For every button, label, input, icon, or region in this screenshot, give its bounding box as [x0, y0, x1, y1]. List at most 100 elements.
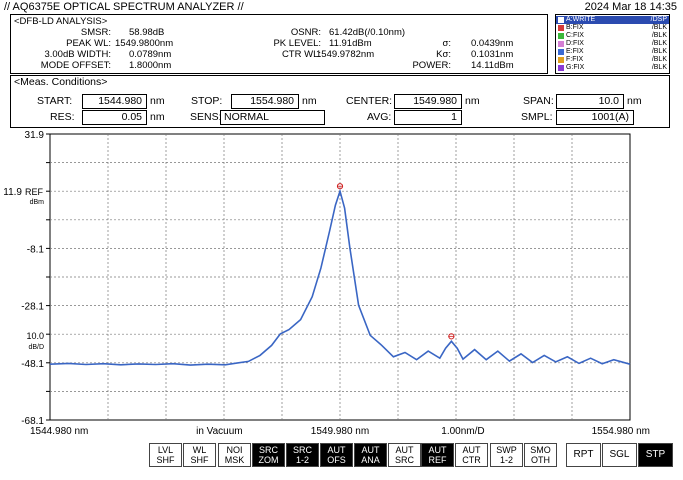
- osnr-label: OSNR:: [290, 27, 321, 38]
- center-field[interactable]: 1549.980: [394, 94, 462, 109]
- trace-color-swatch: [558, 33, 564, 39]
- peak-wl-value: 1549.9800nm: [115, 38, 174, 49]
- avg-field[interactable]: 1: [394, 110, 462, 125]
- softkey-button[interactable]: AUT ANA: [354, 443, 387, 467]
- trace-state: /BLK: [651, 56, 667, 63]
- trace-legend-row: C:FIX/BLK: [556, 32, 669, 40]
- softkey-button[interactable]: AUT SRC: [388, 443, 421, 467]
- mode-offset-value: 1.8000nm: [129, 60, 172, 71]
- res-field[interactable]: 0.05: [82, 110, 147, 125]
- y-tick-label: -28.1: [21, 302, 44, 313]
- date-time: 2024 Mar 18 14:35: [584, 1, 677, 13]
- y-tick-label: -68.1: [21, 416, 44, 427]
- trace-color-swatch: [558, 49, 564, 55]
- softkey-line-2: SHF: [190, 455, 209, 465]
- res-label: RES:: [50, 111, 75, 123]
- softkey-line-1: AUT: [327, 445, 346, 455]
- trace-color-swatch: [558, 41, 564, 47]
- osnr-value: 61.42dB(/0.10nm): [329, 27, 406, 38]
- trace-legend-row: B:FIX/BLK: [556, 24, 669, 32]
- start-unit: nm: [150, 95, 165, 107]
- x-scale-label: 1.00nm/D: [441, 426, 484, 437]
- y-tick-label: 11.9: [3, 187, 22, 198]
- softkey-button[interactable]: WL SHF: [183, 443, 216, 467]
- avg-label: AVG:: [367, 111, 392, 123]
- res-unit: nm: [150, 111, 165, 123]
- softkey-line-1: SWP: [496, 445, 517, 455]
- softkey-button[interactable]: LVL SHF: [149, 443, 182, 467]
- trace-state: /BLK: [651, 48, 667, 55]
- trace-name: F:FIX: [566, 56, 584, 63]
- start-field[interactable]: 1544.980: [82, 94, 147, 109]
- softkey-line-2: REF: [428, 455, 447, 465]
- sigma-label: σ:: [442, 38, 451, 49]
- power-value: 14.11dBm: [471, 60, 514, 71]
- x-medium-label: in Vacuum: [196, 426, 243, 437]
- k-sigma-label: Kσ:: [436, 49, 451, 60]
- softkey-button[interactable]: AUT CTR: [455, 443, 488, 467]
- softkey-button[interactable]: AUT REF: [421, 443, 454, 467]
- x-stop-label: 1554.980 nm: [592, 426, 650, 437]
- softkey-line-1: AUT: [395, 445, 414, 455]
- sweep-rpt-button[interactable]: RPT: [566, 443, 601, 467]
- span-field[interactable]: 10.0: [556, 94, 624, 109]
- smpl-label: SMPL:: [521, 111, 553, 123]
- softkey-button[interactable]: NOI MSK: [218, 443, 251, 467]
- ctr-wl-label: CTR WL:: [281, 49, 321, 60]
- trace-name: B:FIX: [566, 24, 584, 31]
- trace-name: G:FIX: [566, 64, 585, 71]
- start-label: START:: [37, 95, 73, 107]
- spectrum-graph[interactable]: 31.9 11.9 -8.1 -28.1 -48.1 -68.1 REF dBm 10.0 dB/…: [0, 128, 683, 443]
- stop-field[interactable]: 1554.980: [231, 94, 299, 109]
- y-tick-label: -8.1: [27, 244, 45, 255]
- center-unit: nm: [465, 95, 480, 107]
- softkey-line-2: MSK: [224, 455, 245, 465]
- softkey-line-2: OFS: [327, 455, 346, 465]
- analysis-header: <DFB-LD ANALYSIS>: [14, 16, 108, 27]
- trace-name: A:WRITE: [566, 16, 596, 23]
- conditions-header: <Meas. Conditions>: [14, 76, 108, 88]
- softkey-line-1: SRC: [258, 445, 278, 455]
- ctr-wl-value: 1549.9782nm: [316, 49, 375, 60]
- trace-state: /BLK: [651, 32, 667, 39]
- trace-legend: A:WRITE/DSP B:FIX/BLK C:FIX/BLK D:FIX/BLK E:…: [555, 14, 670, 74]
- trace-legend-row: G:FIX/BLK: [556, 64, 669, 72]
- sens-field[interactable]: NORMAL: [220, 110, 325, 125]
- meas-conditions-panel: <Meas. Conditions> START: 1544.980 nm ST…: [10, 75, 670, 128]
- span-unit: nm: [627, 95, 642, 107]
- trace-state: /BLK: [651, 24, 667, 31]
- trace-legend-row: E:FIX/BLK: [556, 48, 669, 56]
- power-label: POWER:: [412, 60, 451, 71]
- span-label: SPAN:: [523, 95, 554, 107]
- softkey-button[interactable]: SRC ZOM: [252, 443, 285, 467]
- sweep-stp-button[interactable]: STP: [638, 443, 673, 467]
- softkey-line-2: OTH: [531, 455, 550, 465]
- sens-label: SENS:: [190, 111, 222, 123]
- scale-unit: dB/D: [28, 344, 44, 351]
- softkey-line-2: 1-2: [295, 455, 309, 465]
- smsr-label: SMSR:: [80, 27, 111, 38]
- trace-color-swatch: [558, 57, 564, 63]
- x-start-label: 1544.980 nm: [30, 426, 88, 437]
- softkey-button[interactable]: AUT OFS: [320, 443, 353, 467]
- smpl-field[interactable]: 1001(A): [556, 110, 634, 125]
- y-tick-label: 31.9: [25, 130, 45, 141]
- trace-state: /BLK: [651, 64, 667, 71]
- ref-unit: dBm: [30, 199, 45, 206]
- sigma-value: 0.0439nm: [471, 38, 514, 49]
- trace-legend-row: D:FIX/BLK: [556, 40, 669, 48]
- trace-name: E:FIX: [566, 48, 584, 55]
- softkey-button[interactable]: SMO OTH: [524, 443, 557, 467]
- softkey-line-1: NOI: [226, 445, 243, 455]
- ref-label: REF: [25, 187, 44, 197]
- trace-a-line: [49, 188, 631, 366]
- softkey-line-2: ZOM: [258, 455, 279, 465]
- trace-legend-row: A:WRITE/DSP: [556, 16, 669, 24]
- softkey-line-1: SRC: [292, 445, 312, 455]
- softkey-button[interactable]: SWP 1-2: [490, 443, 523, 467]
- instrument-title: // AQ6375E OPTICAL SPECTRUM ANALYZER //: [4, 1, 244, 13]
- sweep-sgl-button[interactable]: SGL: [602, 443, 637, 467]
- softkey-line-2: SHF: [156, 455, 175, 465]
- softkey-line-2: SRC: [394, 455, 414, 465]
- softkey-button[interactable]: SRC 1-2: [286, 443, 319, 467]
